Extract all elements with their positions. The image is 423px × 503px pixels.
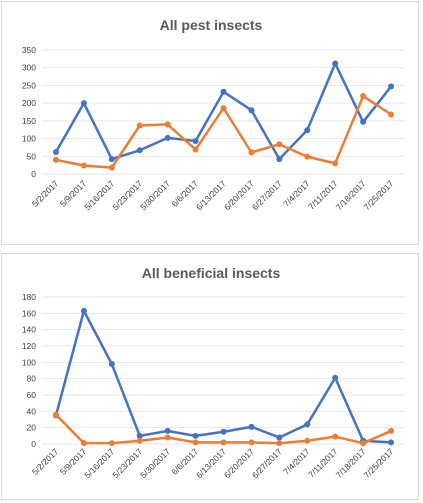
data-point <box>136 437 143 444</box>
data-point <box>192 439 199 446</box>
data-point <box>220 105 227 112</box>
data-point <box>276 434 283 441</box>
x-tick-label: 5/30/2017 <box>138 178 172 212</box>
data-point <box>332 60 339 67</box>
data-point <box>248 149 255 156</box>
data-point <box>80 162 87 169</box>
data-point <box>304 437 311 444</box>
data-point <box>360 93 367 100</box>
data-point <box>360 118 367 125</box>
data-point <box>108 164 115 171</box>
data-point <box>164 427 171 434</box>
data-point <box>248 107 255 114</box>
y-tick-label: 120 <box>22 341 36 351</box>
y-tick-label: 140 <box>22 325 36 335</box>
data-point <box>80 440 87 447</box>
series-line <box>54 309 393 444</box>
chart-title: All pest insects <box>160 17 263 33</box>
x-tick-label: 7/25/2017 <box>362 446 396 480</box>
data-point <box>276 440 283 447</box>
chart-title: All beneficial insects <box>142 265 281 281</box>
data-point <box>52 149 59 156</box>
data-point <box>360 440 367 447</box>
y-tick-label: 300 <box>22 63 36 73</box>
y-tick-label: 0 <box>31 169 36 179</box>
data-point <box>52 411 59 418</box>
data-point <box>108 360 115 367</box>
data-point <box>388 427 395 434</box>
data-point <box>136 147 143 154</box>
beneficial-chart-panel: All beneficial insects 0 20 40 60 80 100 120 140… <box>1 253 419 500</box>
data-point <box>332 374 339 381</box>
y-tick-label: 350 <box>22 45 36 55</box>
series-line <box>54 62 393 161</box>
data-point <box>220 439 227 446</box>
data-point <box>192 138 199 145</box>
x-tick-label: 7/25/2017 <box>362 178 396 212</box>
beneficial-chart: All beneficial insects 0 20 40 60 80 100 120 140… <box>22 265 405 480</box>
data-point <box>220 88 227 95</box>
data-point <box>80 100 87 107</box>
x-tick-label: 5/30/2017 <box>138 446 172 480</box>
y-tick-label: 80 <box>27 374 37 384</box>
data-point <box>332 160 339 167</box>
y-tick-label: 200 <box>22 98 36 108</box>
data-point <box>220 428 227 435</box>
data-point <box>304 153 311 160</box>
data-point <box>388 111 395 118</box>
y-tick-label: 100 <box>22 134 36 144</box>
y-tick-label: 160 <box>22 308 36 318</box>
data-point <box>164 121 171 128</box>
data-point <box>248 423 255 430</box>
data-point <box>108 156 115 163</box>
data-point <box>80 307 87 314</box>
y-tick-label: 50 <box>27 151 37 161</box>
data-point <box>164 434 171 441</box>
data-point <box>332 433 339 440</box>
y-tick-label: 250 <box>22 80 36 90</box>
y-tick-label: 0 <box>31 439 36 449</box>
y-tick-label: 150 <box>22 116 36 126</box>
data-point <box>304 127 311 134</box>
y-tick-label: 180 <box>22 292 36 302</box>
data-point <box>164 134 171 141</box>
data-point <box>136 432 143 439</box>
data-point <box>52 156 59 163</box>
data-point <box>136 122 143 129</box>
data-point <box>388 439 395 446</box>
x-tick-label: 5/2/2017 <box>30 446 61 477</box>
data-point <box>304 421 311 428</box>
x-tick-label: 6/27/2017 <box>250 446 284 480</box>
data-point <box>192 432 199 439</box>
data-point <box>248 439 255 446</box>
data-point <box>192 146 199 153</box>
pest-chart-panel: All pest insects 0 50 100 150 200 250 300 350 5/2… <box>1 1 419 245</box>
data-point <box>108 440 115 447</box>
data-point <box>276 141 283 148</box>
y-tick-label: 100 <box>22 357 36 367</box>
y-tick-label: 40 <box>27 406 37 416</box>
data-point <box>388 83 395 90</box>
pest-chart: All pest insects 0 50 100 150 200 250 300 350 5/2… <box>22 17 405 212</box>
y-tick-label: 60 <box>27 390 37 400</box>
x-tick-label: 5/2/2017 <box>30 178 61 209</box>
y-tick-label: 20 <box>27 423 37 433</box>
x-tick-label: 6/27/2017 <box>250 178 284 212</box>
data-point <box>276 156 283 163</box>
